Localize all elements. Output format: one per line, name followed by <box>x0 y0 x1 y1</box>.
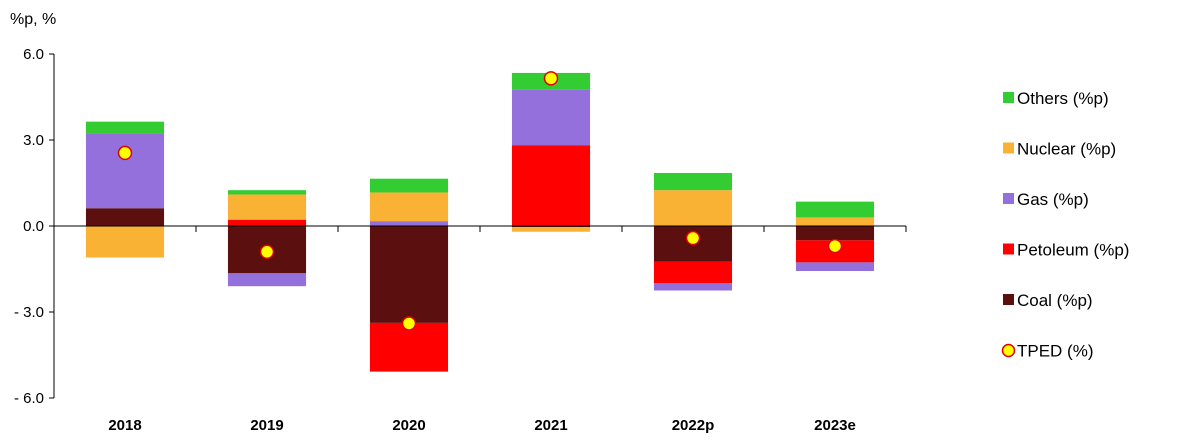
bars-layer <box>85 72 875 372</box>
bar-nuclear-2020 <box>369 192 449 222</box>
bar-others-2020 <box>369 178 449 193</box>
legend-label-petoleum: Petoleum (%p) <box>1017 241 1129 260</box>
tped-markers-layer <box>117 71 843 331</box>
bar-nuclear-2023e <box>795 217 875 226</box>
bar-gas-2021 <box>511 89 591 146</box>
y-tick-label: 0.0 <box>23 218 44 235</box>
bar-nuclear-2018 <box>85 226 165 258</box>
tped-marker-2021 <box>543 71 559 86</box>
bar-petoleum-2020 <box>369 322 449 372</box>
tped-marker-2022p <box>685 230 701 246</box>
tped-marker-2019 <box>259 244 275 260</box>
axes-layer: 6.0 3.0 0.0 - 3.0 - 6.0 2018 2019 2020 2021 2022p… <box>14 46 907 434</box>
x-tick-label-2018: 2018 <box>108 417 141 434</box>
bar-gas-2023e <box>795 262 875 272</box>
legend-label-others: Others (%p) <box>1017 89 1109 108</box>
bar-others-2022p <box>653 172 733 191</box>
legend-swatch-coal <box>1003 294 1014 305</box>
legend-label-coal: Coal (%p) <box>1017 291 1093 310</box>
unit-label: %p, % <box>10 11 56 28</box>
bar-petoleum-2019 <box>227 219 307 226</box>
legend-label-gas: Gas (%p) <box>1017 190 1089 209</box>
legend: Others (%p) Nuclear (%p) Gas (%p) Petoleum … <box>1001 89 1129 361</box>
legend-swatch-others <box>1003 92 1014 103</box>
x-tick-label-2019: 2019 <box>250 417 283 434</box>
x-tick-label-2021: 2021 <box>534 417 567 434</box>
bar-others-2023e <box>795 201 875 218</box>
bar-gas-2022p <box>653 283 733 291</box>
tped-marker-2020 <box>401 316 417 331</box>
bar-coal-2020 <box>369 226 449 323</box>
bar-others-2018 <box>85 121 165 134</box>
bar-petoleum-2022p <box>653 261 733 284</box>
tped-marker-2023e <box>827 238 843 254</box>
legend-swatch-gas <box>1003 193 1014 204</box>
y-tick-label: 3.0 <box>23 132 44 149</box>
bar-gas-2019 <box>227 273 307 287</box>
y-tick-label: - 6.0 <box>14 390 44 407</box>
x-tick-label-2023e: 2023e <box>814 417 856 434</box>
bar-coal-2018 <box>85 208 165 226</box>
legend-label-nuclear: Nuclear (%p) <box>1017 140 1116 159</box>
legend-swatch-nuclear <box>1003 142 1014 154</box>
bar-coal-2021 <box>511 226 591 228</box>
bar-petoleum-2021 <box>511 145 591 226</box>
bar-nuclear-2021 <box>511 227 591 232</box>
bar-gas-2018 <box>85 133 165 209</box>
x-tick-label-2022p: 2022p <box>672 417 715 434</box>
bar-nuclear-2019 <box>227 194 307 220</box>
y-tick-label: 6.0 <box>23 46 44 63</box>
bar-others-2019 <box>227 190 307 195</box>
bar-gas-2020 <box>369 221 449 226</box>
bar-nuclear-2022p <box>653 190 733 226</box>
bar-coal-2023e <box>795 226 875 241</box>
x-tick-label-2020: 2020 <box>392 417 425 434</box>
legend-label-tped: TPED (%) <box>1017 342 1094 361</box>
legend-swatch-petoleum <box>1003 243 1014 255</box>
tped-marker-2018 <box>117 145 133 161</box>
y-tick-label: - 3.0 <box>14 304 44 321</box>
legend-swatch-tped <box>1001 343 1016 358</box>
